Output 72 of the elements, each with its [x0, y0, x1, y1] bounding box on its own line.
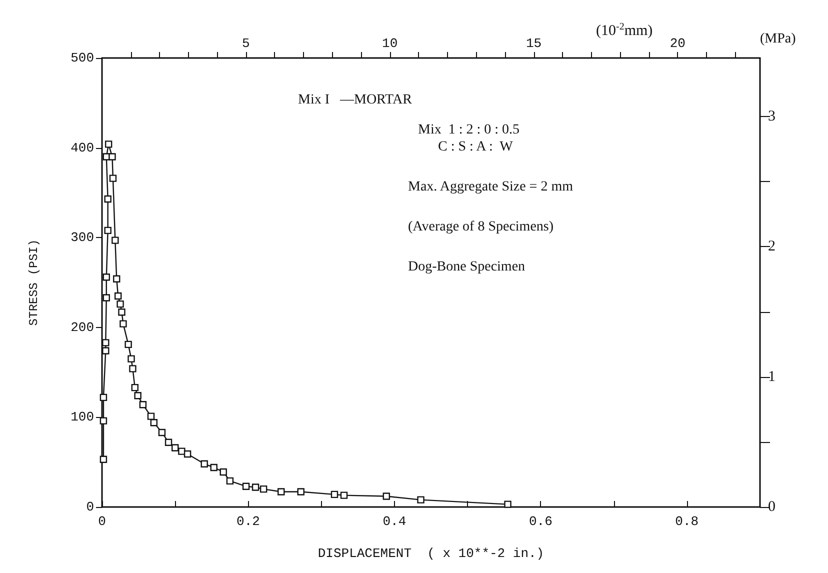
point	[150, 418, 158, 426]
point	[260, 485, 268, 493]
point	[184, 450, 192, 458]
annotation: Max. Aggregate Size = 2 mm	[408, 180, 574, 194]
y2-axis-title: (MPa)	[760, 32, 796, 46]
point	[252, 484, 260, 491]
point	[109, 174, 117, 182]
y-axis-title: STRESS (PSI)	[27, 239, 41, 326]
x2-tick-label: 20	[670, 36, 686, 51]
point	[108, 153, 116, 160]
point	[102, 339, 110, 346]
point	[104, 226, 112, 234]
point	[278, 488, 285, 496]
x-tick-label: 0.8	[675, 514, 699, 529]
y2-tick-label: 2	[768, 238, 776, 255]
x-tick-label: 0.4	[382, 514, 406, 529]
y2-tick-label: 1	[768, 368, 776, 385]
y-tick-label: 300	[70, 230, 94, 246]
x-tick-label: 0.2	[236, 514, 260, 529]
y2-tick-label: 3	[768, 108, 776, 125]
point	[120, 320, 127, 328]
annotation: Dog-Bone Specimen	[408, 260, 526, 274]
point	[134, 392, 142, 400]
x-axis-title: DISPLACEMENT ( x 10**-2 in.)	[318, 546, 544, 561]
point	[102, 347, 110, 354]
point	[164, 438, 172, 446]
point	[116, 300, 124, 308]
point	[113, 275, 120, 283]
x2-tick-label: 5	[242, 36, 250, 51]
y-tick-label: 200	[70, 320, 94, 335]
point	[124, 340, 132, 348]
point	[100, 456, 108, 464]
point	[220, 468, 227, 476]
y-tick-label: 500	[70, 50, 94, 66]
y-tick-label: 400	[70, 140, 94, 156]
point	[172, 444, 179, 452]
point	[178, 448, 186, 455]
point	[102, 274, 110, 281]
point	[128, 355, 135, 362]
y-tick-label: 0	[86, 500, 94, 514]
point	[210, 464, 218, 472]
annotation: Mix 1 : 2 : 0 : 0.5	[418, 122, 520, 138]
point	[139, 401, 147, 408]
x-tick-label: 0	[98, 514, 106, 529]
point	[131, 384, 138, 392]
point	[200, 460, 208, 468]
point	[382, 492, 390, 500]
point	[226, 477, 234, 485]
point	[504, 500, 512, 508]
point	[104, 140, 112, 148]
annotation: Mix I —MORTAR	[298, 92, 413, 108]
point	[104, 195, 112, 203]
x-tick-label: 0.6	[528, 514, 552, 529]
point	[147, 412, 155, 420]
point	[158, 428, 166, 436]
point	[242, 482, 250, 490]
y-tick-label: 100	[70, 410, 94, 425]
point	[100, 394, 108, 402]
point	[102, 294, 110, 302]
x2-tick-label: 15	[526, 36, 542, 51]
point	[340, 492, 348, 499]
point	[297, 488, 304, 496]
point	[114, 292, 122, 300]
point	[417, 496, 424, 504]
annotation: (Average of 8 Specimens)	[408, 220, 554, 234]
annotation: C : S : A : W	[438, 140, 514, 154]
point	[100, 417, 108, 424]
x2-tick-label: 10	[382, 36, 398, 51]
point	[112, 236, 119, 244]
point	[129, 365, 136, 372]
point	[330, 490, 338, 498]
point	[118, 308, 126, 316]
